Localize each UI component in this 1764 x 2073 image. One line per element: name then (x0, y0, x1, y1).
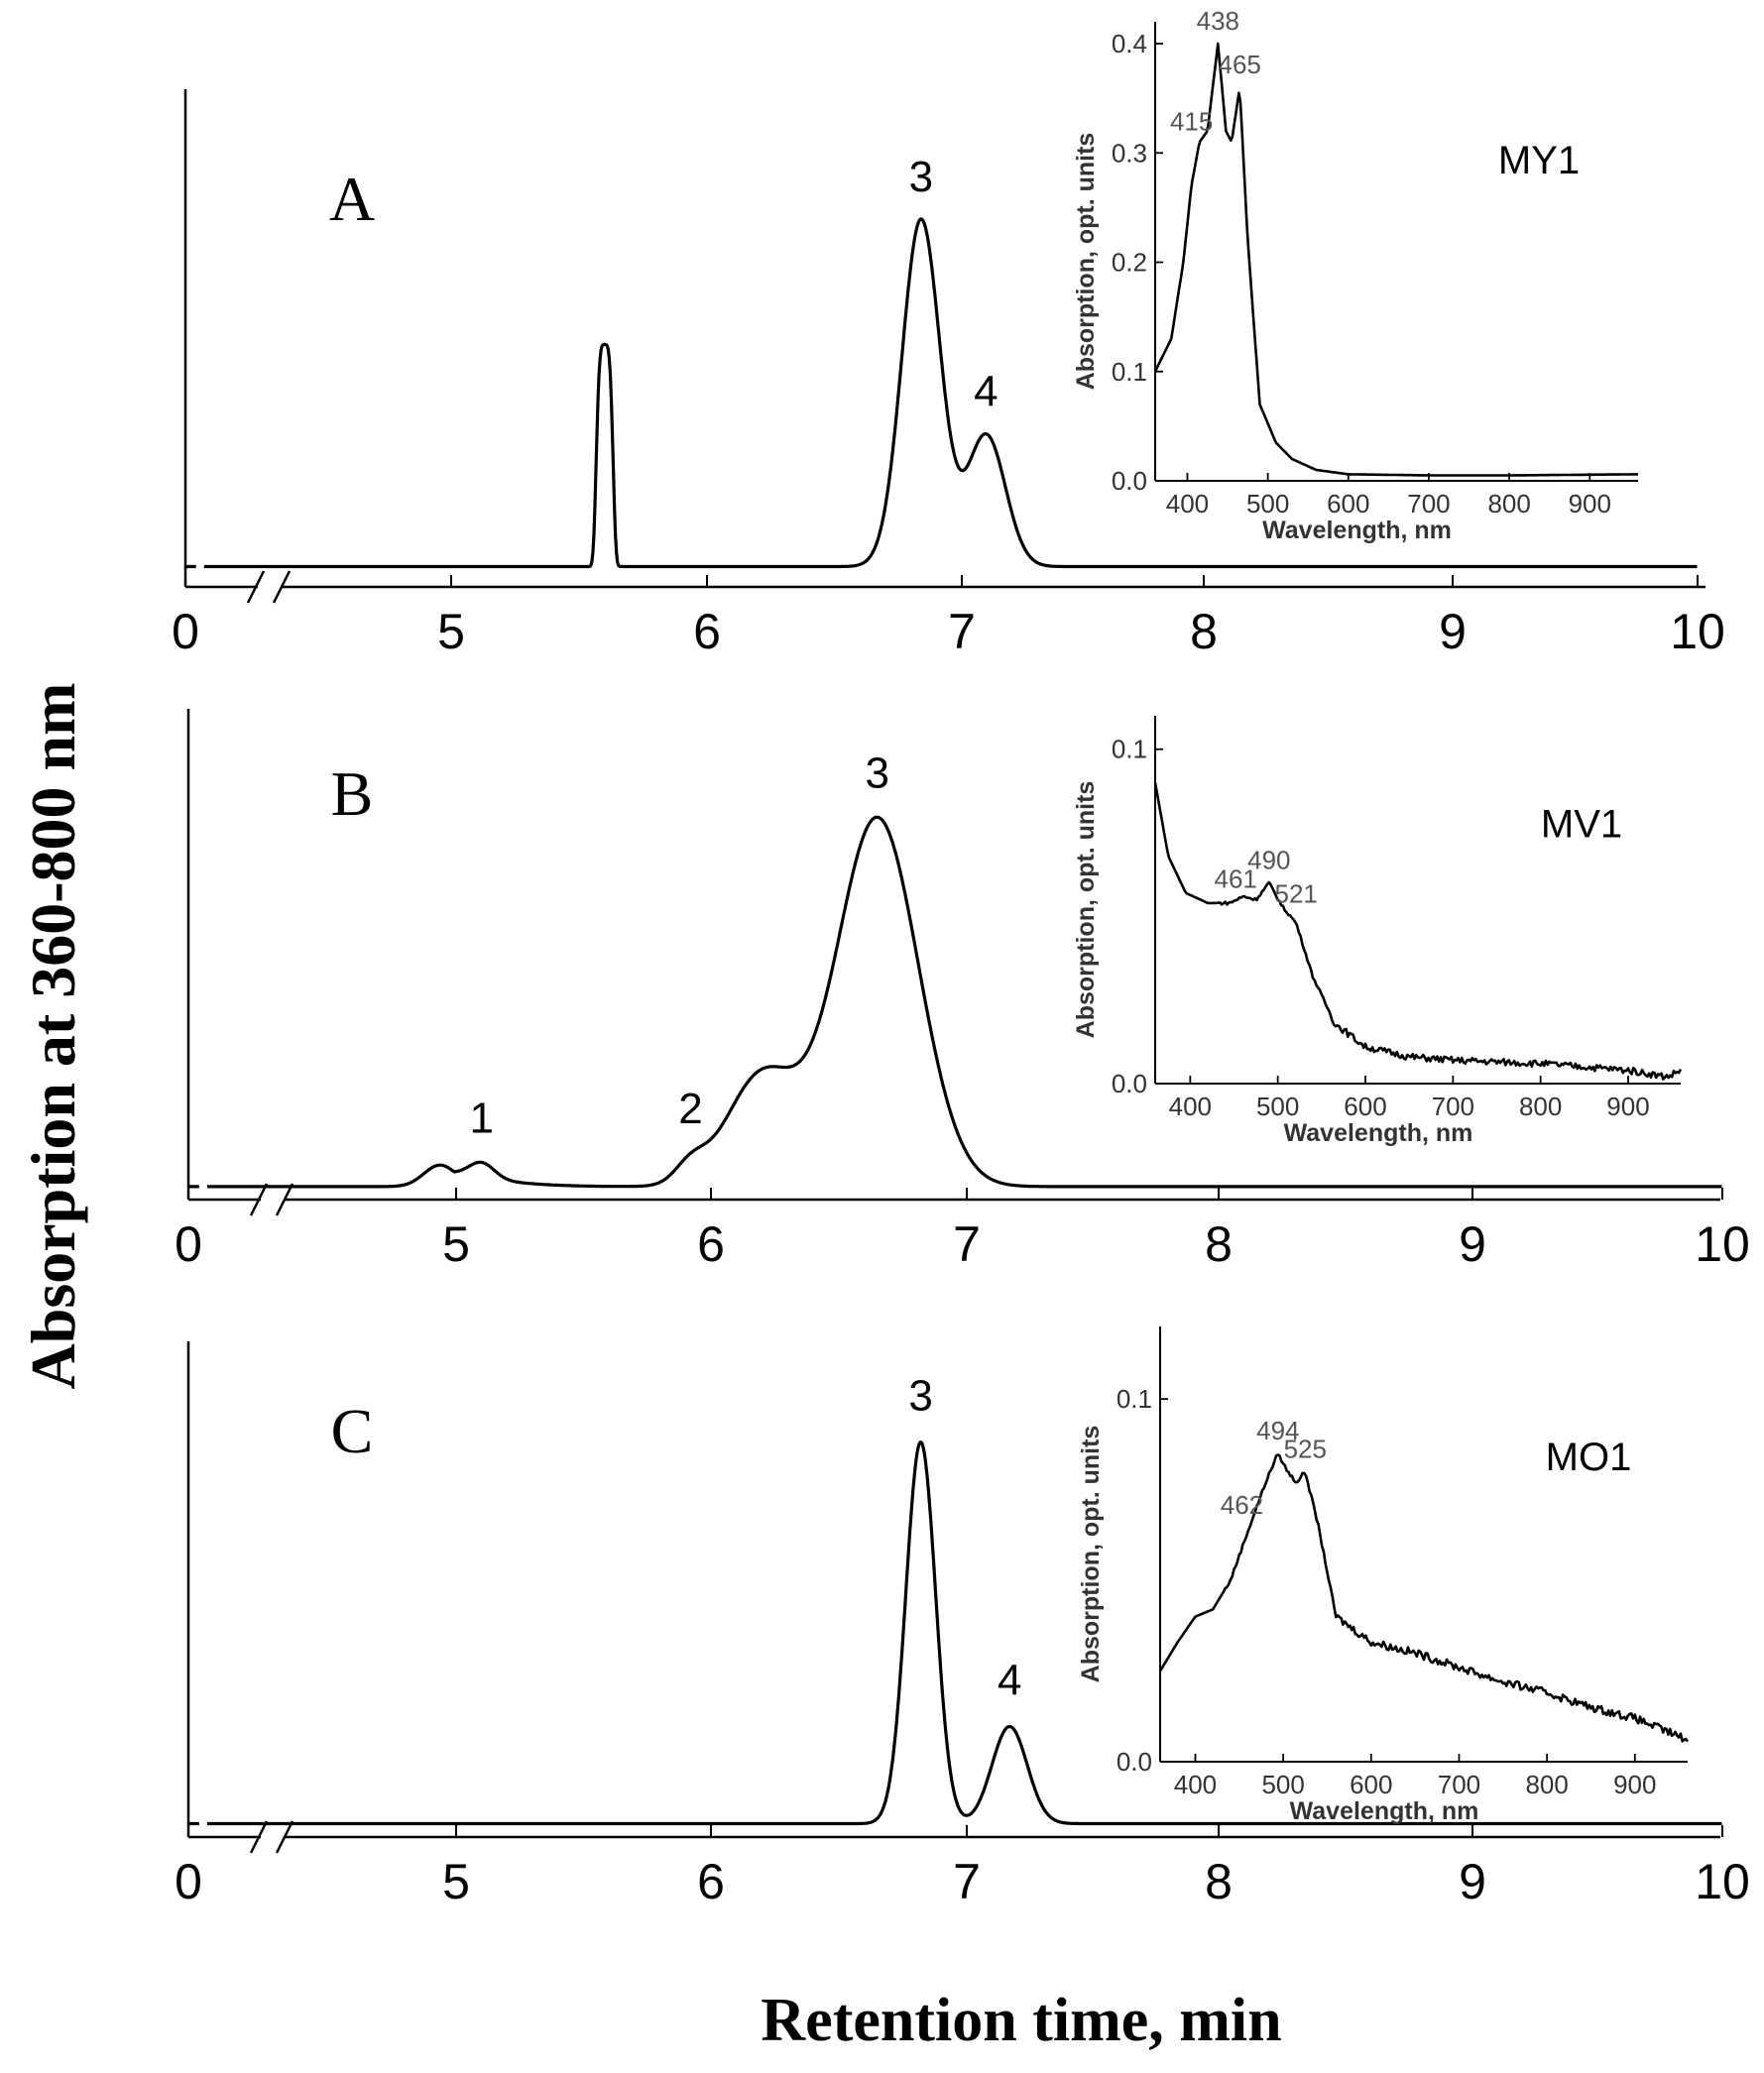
inset-y-tick-label: 0.0 (1117, 1747, 1152, 1777)
inset-x-tick-label: 600 (1327, 489, 1369, 518)
inset-x-tick-label: 600 (1350, 1770, 1392, 1799)
x-tick-label: 9 (1439, 604, 1467, 659)
inset-y-tick-label: 0.1 (1117, 1384, 1152, 1414)
x-tick-label: 9 (1459, 1854, 1486, 1909)
x-tick-label: 10 (1670, 604, 1725, 659)
x-tick-label: 0 (175, 1854, 202, 1909)
inset-my1: 400 500 600 700 800 900 0.0 0.1 0.2 0.3 0.4 Wavelen… (1072, 6, 1638, 544)
inset-peak-label: 490 (1247, 846, 1290, 875)
inset-x-tick-label: 800 (1525, 1770, 1568, 1799)
inset-x-tick-label: 800 (1487, 489, 1530, 518)
x-tick-label: 5 (442, 1216, 470, 1272)
inset-x-tick-label: 900 (1613, 1770, 1656, 1799)
inset-peak-label: 415 (1170, 106, 1213, 136)
inset-peak-label: 494 (1256, 1416, 1299, 1445)
inset-y-tick-label: 0.3 (1112, 138, 1147, 168)
panel-a: 0 5 6 7 8 9 10 A 3 4 400 500 600 700 800 900 0.0 0.1 0.2 0.… (172, 6, 1725, 659)
peak-label: 3 (909, 153, 933, 201)
x-tick-label: 9 (1459, 1216, 1486, 1272)
x-tick-label: 10 (1695, 1854, 1750, 1909)
x-tick-label: 7 (953, 1216, 981, 1272)
panel-label: A (329, 164, 375, 234)
peak-label: 3 (865, 749, 888, 797)
inset-dye-name: MV1 (1541, 802, 1622, 846)
inset-x-tick-label: 700 (1407, 489, 1450, 518)
x-tick-label: 6 (693, 604, 721, 659)
inset-y-tick-label: 0.0 (1112, 1069, 1147, 1098)
x-tick-label: 6 (697, 1854, 725, 1909)
inset-spectrum-line (1158, 1453, 1690, 1743)
x-tick-label: 7 (948, 604, 976, 659)
inset-x-tick-label: 700 (1438, 1770, 1480, 1799)
inset-x-tick-label: 400 (1174, 1770, 1217, 1799)
inset-mv1: 400 500 600 700 800 900 0.0 0.1 Wavelength, nm Ab… (1072, 716, 1683, 1147)
axis-break-mark (249, 1820, 269, 1854)
panel-label: B (331, 758, 374, 829)
inset-ylabel: Absorption, opt. units (1072, 133, 1100, 391)
inset-dye-name: MO1 (1546, 1436, 1632, 1479)
inset-ylabel: Absorption, opt. units (1072, 781, 1100, 1039)
peak-label: 1 (469, 1094, 493, 1142)
axis-break-mark (246, 570, 266, 604)
axis-break-mark (249, 1183, 269, 1216)
inset-x-tick-label: 400 (1166, 489, 1209, 518)
x-tick-label: 7 (953, 1854, 981, 1909)
inset-peak-label: 462 (1221, 1490, 1263, 1520)
chromatogram-trace (186, 815, 1723, 1189)
inset-spectrum-line (1153, 782, 1683, 1081)
axis-break-mark (275, 1820, 294, 1854)
axis-break-mark (275, 1183, 294, 1216)
inset-y-tick-label: 0.1 (1112, 357, 1147, 387)
panel-b: 0 5 6 7 8 9 10 B 1 2 3 400 500 600 700 800 900 0.0 0.1 Wave… (175, 709, 1750, 1272)
x-tick-label: 0 (172, 604, 199, 659)
chromatogram-trace (186, 1440, 1723, 1826)
x-tick-label: 0 (175, 1216, 202, 1272)
inset-dye-name: MY1 (1498, 139, 1580, 182)
peak-label: 2 (678, 1085, 702, 1133)
figure-xlabel: Retention time, min (761, 1987, 1281, 2054)
peak-label: 4 (998, 1657, 1021, 1705)
inset-peak-label: 461 (1215, 864, 1257, 894)
panel-label: C (331, 1396, 374, 1466)
x-tick-label: 8 (1190, 604, 1218, 659)
inset-peak-label: 438 (1197, 6, 1239, 36)
inset-peak-label: 465 (1219, 50, 1261, 79)
peak-label: 3 (908, 1371, 932, 1420)
inset-x-tick-label: 800 (1519, 1092, 1562, 1121)
inset-xlabel: Wavelength, nm (1284, 1119, 1473, 1147)
inset-y-tick-label: 0.0 (1112, 466, 1147, 496)
inset-x-tick-label: 600 (1344, 1092, 1386, 1121)
inset-peak-label: 521 (1275, 878, 1318, 908)
inset-x-tick-label: 500 (1246, 489, 1289, 518)
inset-y-tick-label: 0.2 (1112, 248, 1147, 278)
inset-ylabel: Absorption, opt. units (1077, 1426, 1105, 1683)
x-tick-label: 10 (1695, 1216, 1750, 1272)
panel-c: 0 5 6 7 8 9 10 C 3 4 400 500 600 700 800 900 0.0 0.1 Wavel… (175, 1326, 1750, 1909)
inset-y-tick-label: 0.1 (1112, 735, 1147, 764)
inset-xlabel: Wavelength, nm (1290, 1797, 1479, 1825)
figure-ylabel: Absorption at 360-800 nm (18, 683, 88, 1390)
x-tick-label: 5 (437, 604, 465, 659)
inset-x-tick-label: 900 (1569, 489, 1611, 518)
x-tick-label: 5 (442, 1854, 470, 1909)
x-tick-label: 8 (1205, 1216, 1233, 1272)
x-tick-label: 6 (697, 1216, 725, 1272)
axis-break-mark (272, 570, 292, 604)
x-tick-label: 8 (1205, 1854, 1233, 1909)
inset-mo1: 400 500 600 700 800 900 0.0 0.1 Wavelength, nm Ab… (1077, 1326, 1690, 1825)
inset-peak-label: 525 (1284, 1434, 1327, 1463)
inset-y-tick-label: 0.4 (1112, 29, 1147, 58)
inset-x-tick-label: 500 (1261, 1770, 1304, 1799)
inset-xlabel: Wavelength, nm (1262, 517, 1452, 544)
inset-x-tick-label: 400 (1169, 1092, 1212, 1121)
inset-x-tick-label: 900 (1606, 1092, 1649, 1121)
inset-x-tick-label: 700 (1432, 1092, 1474, 1121)
chromatogram-trace (183, 217, 1699, 569)
inset-x-tick-label: 500 (1256, 1092, 1299, 1121)
inset-spectrum-line (1153, 42, 1638, 477)
peak-label: 4 (974, 368, 998, 416)
